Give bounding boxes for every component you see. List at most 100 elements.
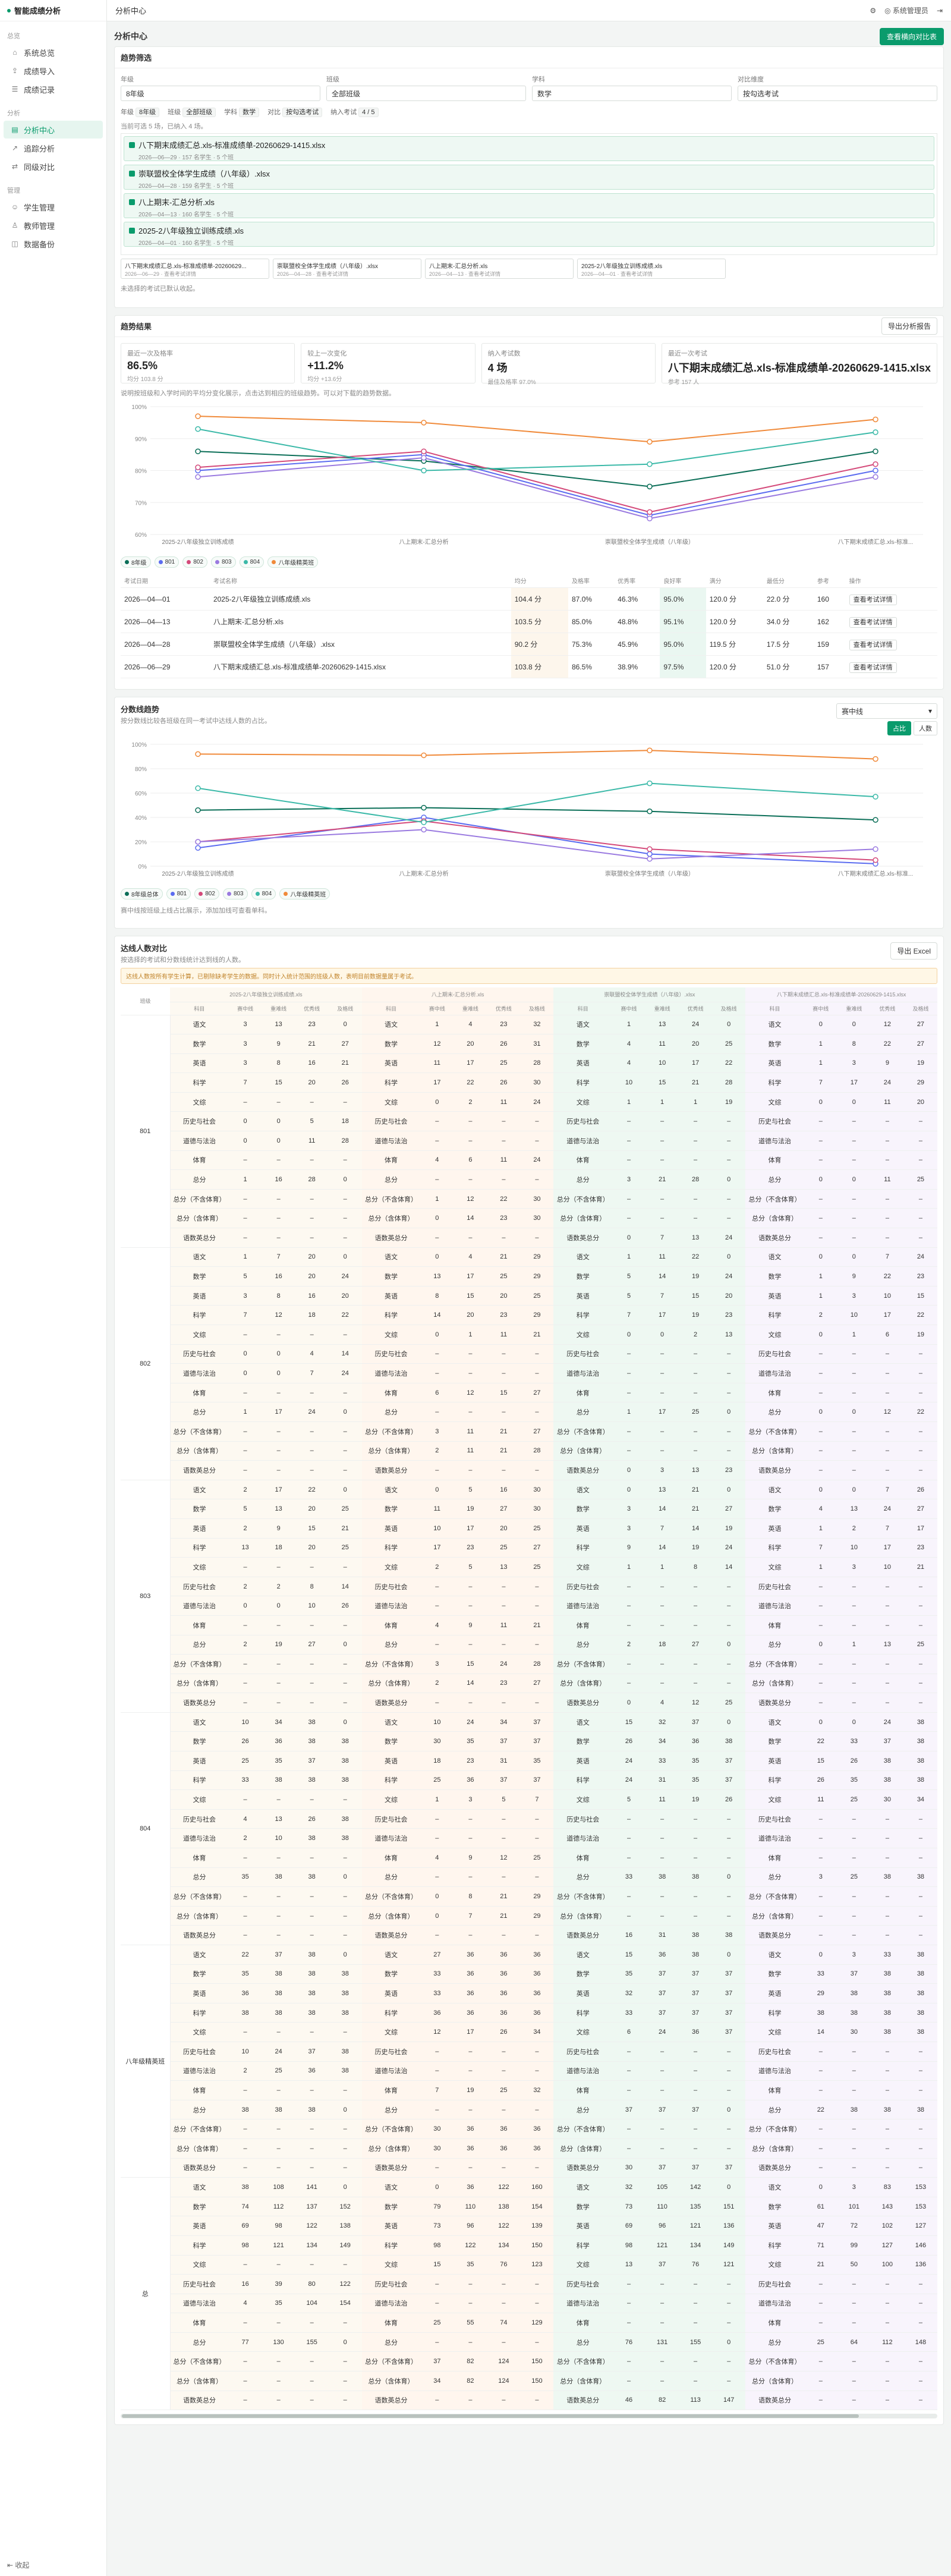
exam-file-item[interactable]: 八上期末-汇总分析.xls 2026—04—13 · 160 名学生 · 5 个班: [124, 193, 934, 218]
data-point[interactable]: [647, 846, 653, 853]
count-cell: 29: [520, 1886, 554, 1907]
view-exam-button[interactable]: 查看考试详情: [849, 662, 897, 673]
legend-item[interactable]: 8年级: [121, 556, 151, 568]
legend-item[interactable]: 802: [194, 888, 219, 899]
sidebar-item[interactable]: ◫ 数据备份: [4, 235, 103, 253]
data-point[interactable]: [647, 747, 653, 753]
sidebar-item[interactable]: ☰ 成绩记录: [4, 80, 103, 98]
toggle-count[interactable]: 人数: [914, 721, 937, 735]
data-point[interactable]: [647, 509, 653, 515]
data-point[interactable]: [195, 807, 201, 813]
data-point[interactable]: [873, 467, 878, 474]
legend-item[interactable]: 802: [182, 556, 207, 568]
selected-exam[interactable]: 八下期末成绩汇总.xls-标准成绩单-20260629... 2026—06—29…: [121, 259, 269, 279]
legend-item[interactable]: 804: [251, 888, 276, 899]
data-point[interactable]: [647, 515, 653, 521]
data-point[interactable]: [421, 467, 427, 474]
data-point[interactable]: [195, 474, 201, 480]
data-point[interactable]: [195, 448, 201, 454]
data-point[interactable]: [195, 785, 201, 791]
legend-item[interactable]: 八年级精英班: [267, 556, 319, 568]
data-point[interactable]: [195, 413, 201, 419]
checkbox-checked-icon[interactable]: [129, 170, 135, 177]
data-point[interactable]: [647, 851, 653, 857]
data-point[interactable]: [647, 780, 653, 787]
view-exam-button[interactable]: 查看考试详情: [849, 639, 897, 650]
exam-file-item[interactable]: 八下期末成绩汇总.xls-标准成绩单-20260629-1415.xlsx 202…: [124, 136, 934, 161]
filter-label: 班级: [326, 76, 339, 83]
data-point[interactable]: [873, 756, 878, 762]
sidebar-item[interactable]: ⇪ 成绩导入: [4, 62, 103, 80]
exam-file-item[interactable]: 2025-2八年级独立训练成绩.xls 2026—04—01 · 160 名学生 …: [124, 222, 934, 247]
legend-item[interactable]: 803: [222, 888, 248, 899]
checkbox-checked-icon[interactable]: [129, 199, 135, 205]
view-exam-button[interactable]: 查看考试详情: [849, 594, 897, 605]
sidebar-item[interactable]: ☺ 学生管理: [4, 198, 103, 216]
legend-item[interactable]: 八年级精英班: [279, 888, 330, 899]
data-point[interactable]: [195, 751, 201, 757]
data-point[interactable]: [873, 474, 878, 480]
data-point[interactable]: [647, 439, 653, 445]
legend-item[interactable]: 801: [166, 888, 191, 899]
data-point[interactable]: [195, 845, 201, 851]
filter-select[interactable]: 数学: [532, 86, 732, 101]
data-point[interactable]: [421, 826, 427, 833]
export-excel-button[interactable]: 导出 Excel: [890, 942, 937, 960]
logout-icon[interactable]: ⇥: [936, 6, 943, 15]
horizontal-scrollbar[interactable]: [121, 2414, 937, 2419]
data-point[interactable]: [873, 416, 878, 423]
selected-exam[interactable]: 2025-2八年级独立训练成绩.xls 2026—04—01 · 查看考试详情: [577, 259, 726, 279]
data-point[interactable]: [873, 794, 878, 800]
legend-item[interactable]: 801: [154, 556, 180, 568]
data-point[interactable]: [195, 839, 201, 845]
data-point[interactable]: [421, 448, 427, 454]
filter-select[interactable]: 8年级: [121, 86, 320, 101]
sidebar-item[interactable]: ⇄ 同级对比: [4, 158, 103, 175]
data-point[interactable]: [421, 455, 427, 461]
toggle-ratio[interactable]: 占比: [887, 721, 911, 735]
sidebar-item[interactable]: ⌂ 系统总览: [4, 43, 103, 61]
data-point[interactable]: [421, 804, 427, 811]
data-point[interactable]: [873, 461, 878, 467]
filter-select[interactable]: 按勾选考试: [738, 86, 937, 101]
selected-exam-meta: 2026—04—28 · 查看考试详情: [277, 271, 349, 277]
collapse-button[interactable]: ⇤ 收起: [7, 2561, 30, 2569]
user-menu[interactable]: ◎ 系统管理员: [884, 7, 928, 15]
sidebar-item[interactable]: ↗ 追踪分析: [4, 139, 103, 157]
legend-item[interactable]: 8年级总体: [121, 888, 163, 899]
data-point[interactable]: [647, 461, 653, 467]
filter-select[interactable]: 全部班级: [326, 86, 526, 101]
data-point[interactable]: [873, 857, 878, 863]
scrollbar-thumb[interactable]: [122, 2414, 859, 2418]
data-point[interactable]: [647, 809, 653, 814]
data-point[interactable]: [873, 817, 878, 823]
count-cell: 36: [454, 1770, 487, 1791]
data-point[interactable]: [647, 855, 653, 862]
compare-table-button[interactable]: 查看横向对比表: [879, 27, 944, 45]
data-point[interactable]: [873, 429, 878, 435]
count-cell: –: [228, 1092, 262, 1112]
legend-item[interactable]: 804: [239, 556, 264, 568]
legend-item[interactable]: 803: [210, 556, 236, 568]
data-point[interactable]: [421, 819, 427, 825]
checkbox-checked-icon[interactable]: [129, 227, 135, 234]
gear-icon[interactable]: ⚙: [870, 6, 877, 15]
data-point[interactable]: [873, 846, 878, 853]
score-line-select[interactable]: 赛中线 ▾: [836, 703, 937, 719]
data-point[interactable]: [421, 420, 427, 426]
data-point[interactable]: [647, 483, 653, 490]
data-point[interactable]: [421, 752, 427, 759]
exam-file-item[interactable]: 崇联盟校全体学生成绩（八年级）.xlsx 2026—04—28 · 159 名学生…: [124, 165, 934, 190]
sidebar-item[interactable]: ♙ 教师管理: [4, 216, 103, 234]
data-point[interactable]: [195, 464, 201, 470]
count-cell: 26: [903, 1480, 937, 1500]
data-point[interactable]: [873, 448, 878, 454]
data-point[interactable]: [195, 426, 201, 432]
view-exam-button[interactable]: 查看考试详情: [849, 617, 897, 628]
filter-chip: 对比 按勾选考试: [267, 107, 323, 117]
selected-exam[interactable]: 崇联盟校全体学生成绩（八年级）.xlsx 2026—04—28 · 查看考试详情: [273, 259, 421, 279]
sidebar-item[interactable]: ▤ 分析中心: [4, 121, 103, 139]
selected-exam[interactable]: 八上期末-汇总分析.xls 2026—04—13 · 查看考试详情: [425, 259, 574, 279]
export-report-button[interactable]: 导出分析报告: [881, 317, 937, 335]
checkbox-checked-icon[interactable]: [129, 141, 135, 148]
